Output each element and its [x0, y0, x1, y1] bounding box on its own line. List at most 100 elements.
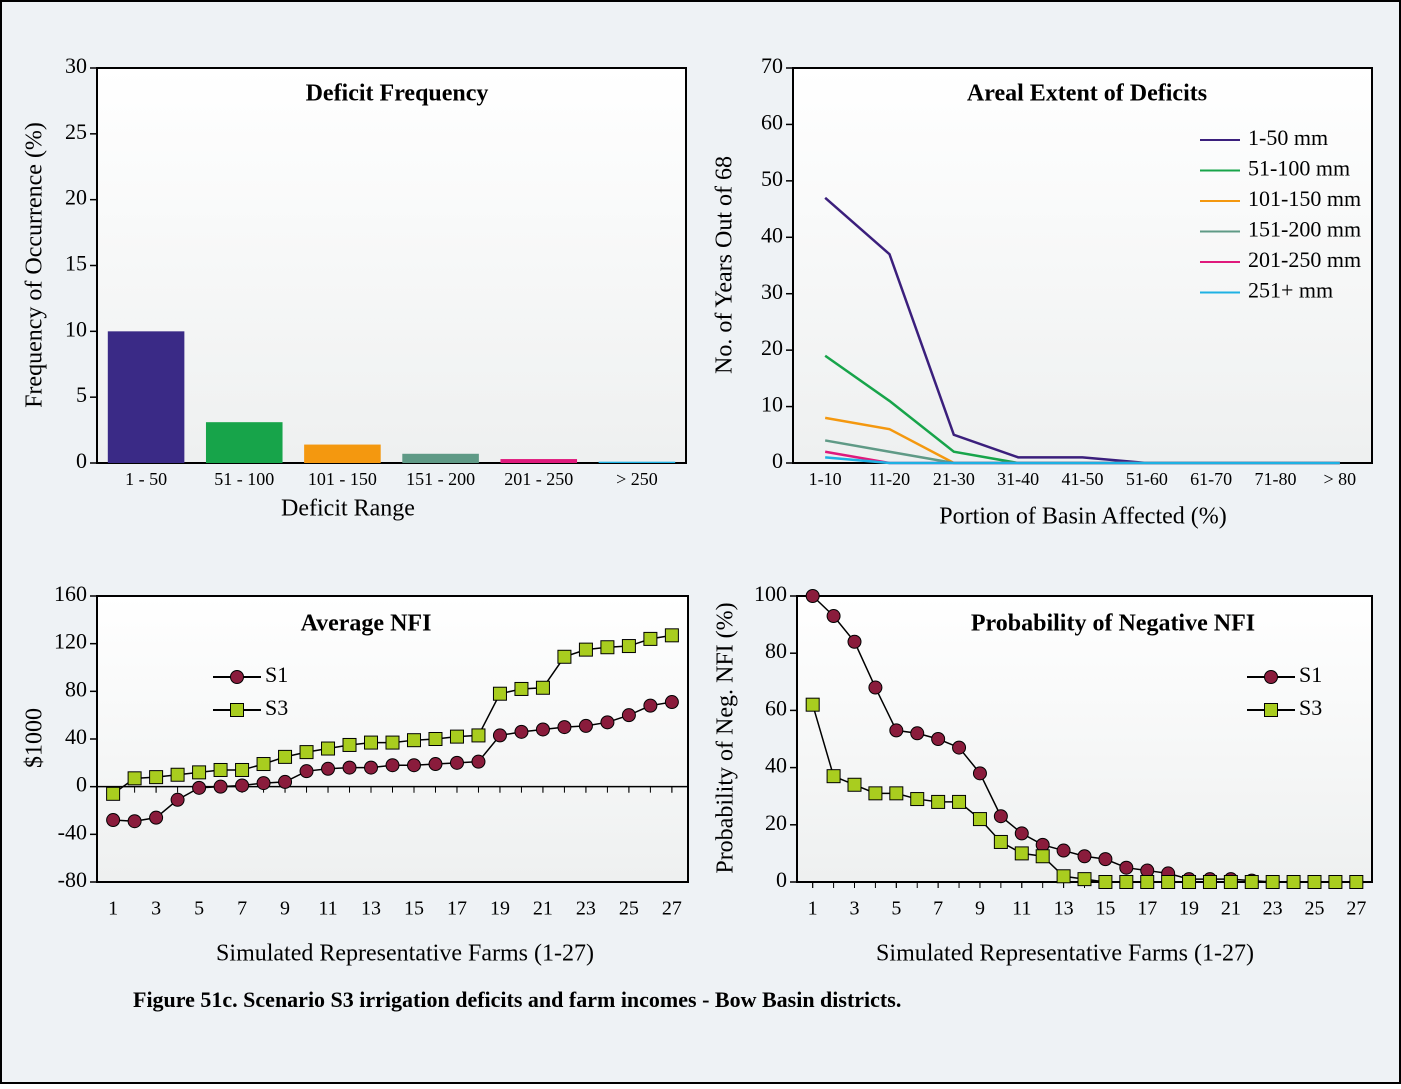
y-tick-label: -80 [58, 867, 87, 892]
y-tick-label: 50 [761, 166, 783, 191]
marker [805, 697, 820, 712]
y-tick-label: 0 [772, 448, 783, 473]
x-tick-label: 13 [361, 898, 381, 920]
x-tick-label: 1 [808, 898, 818, 920]
marker [192, 765, 207, 780]
marker [364, 760, 379, 775]
y-axis-label: No. of Years Out of 68 [712, 156, 738, 374]
y-tick-label: 80 [765, 638, 787, 663]
y-axis-label: Probability of Neg. NFI (%) [713, 602, 739, 873]
x-tick-label: > 250 [616, 469, 658, 489]
y-tick-label: 80 [65, 676, 87, 701]
marker [364, 735, 379, 750]
y-tick-label: 40 [765, 753, 787, 778]
marker [385, 735, 400, 750]
marker [1119, 860, 1134, 875]
caption: Figure 51c. Scenario S3 irrigation defic… [133, 987, 901, 1012]
x-tick-label: 11 [1012, 898, 1031, 920]
marker [1077, 872, 1092, 887]
marker [1202, 875, 1217, 889]
bar [402, 453, 479, 463]
marker [256, 757, 271, 772]
marker [805, 589, 820, 603]
marker [471, 728, 486, 743]
x-tick-label: 27 [1346, 898, 1366, 920]
marker [106, 813, 121, 828]
marker [557, 649, 572, 664]
bar [304, 444, 381, 463]
marker [578, 718, 593, 733]
chart-title: Areal Extent of Deficits [967, 81, 1207, 107]
y-tick-label: 20 [65, 185, 87, 210]
x-tick-label: 7 [933, 898, 943, 920]
marker [385, 758, 400, 773]
x-tick-label: 9 [975, 898, 985, 920]
legend-label: S1 [1299, 662, 1322, 687]
legend-marker [1264, 670, 1278, 684]
marker [621, 639, 636, 654]
marker [578, 642, 593, 657]
bar [598, 461, 676, 463]
x-tick-label: > 80 [1324, 469, 1357, 489]
y-tick-label: 30 [761, 279, 783, 304]
marker [643, 698, 658, 713]
marker [149, 770, 164, 785]
x-tick-label: 41-50 [1062, 469, 1104, 489]
marker [170, 767, 185, 782]
marker [931, 794, 946, 809]
y-tick-label: 40 [761, 222, 783, 247]
x-tick-label: 1-10 [809, 469, 842, 489]
x-tick-label: 13 [1054, 898, 1074, 920]
marker [106, 786, 121, 801]
marker [600, 640, 615, 655]
marker [931, 732, 946, 746]
plot-area [96, 67, 687, 464]
marker [213, 779, 228, 794]
x-tick-label: 51 - 100 [214, 469, 274, 489]
y-tick-label: 40 [65, 724, 87, 749]
marker [127, 814, 142, 829]
marker [993, 834, 1008, 849]
marker [557, 720, 572, 735]
y-tick-label: 20 [761, 335, 783, 360]
y-tick-label: 25 [65, 119, 87, 144]
x-tick-label: 25 [1305, 898, 1325, 920]
legend-label: 101-150 mm [1248, 186, 1361, 211]
x-tick-label: 3 [850, 898, 860, 920]
legend-label: 51-100 mm [1248, 156, 1350, 181]
marker [192, 780, 207, 795]
x-tick-label: 21 [533, 898, 553, 920]
marker [492, 686, 507, 701]
marker [235, 762, 250, 777]
x-tick-label: 61-70 [1190, 469, 1232, 489]
x-tick-label: 17 [1137, 898, 1157, 920]
legend-label: 201-250 mm [1248, 247, 1361, 272]
x-tick-label: 7 [237, 898, 247, 920]
marker [149, 810, 164, 825]
marker [278, 774, 293, 789]
marker [1307, 875, 1322, 889]
marker [826, 609, 841, 624]
marker [321, 741, 336, 756]
y-tick-label: 0 [76, 772, 87, 797]
bar [205, 422, 283, 463]
x-tick-label: 27 [662, 898, 682, 920]
bar [500, 459, 578, 463]
marker [342, 760, 357, 775]
x-tick-label: 101 - 150 [308, 469, 377, 489]
bar [107, 331, 185, 463]
marker [299, 764, 314, 779]
marker [1349, 875, 1364, 889]
marker [952, 794, 967, 809]
marker [621, 708, 636, 723]
marker [235, 778, 250, 793]
marker [664, 695, 679, 710]
y-tick-label: 0 [776, 867, 787, 892]
x-tick-label: 9 [280, 898, 290, 920]
chart-title: Average NFI [301, 611, 432, 637]
x-tick-label: 15 [404, 898, 424, 920]
chart-title: Probability of Negative NFI [971, 611, 1255, 637]
x-tick-label: 1 - 50 [125, 469, 167, 489]
